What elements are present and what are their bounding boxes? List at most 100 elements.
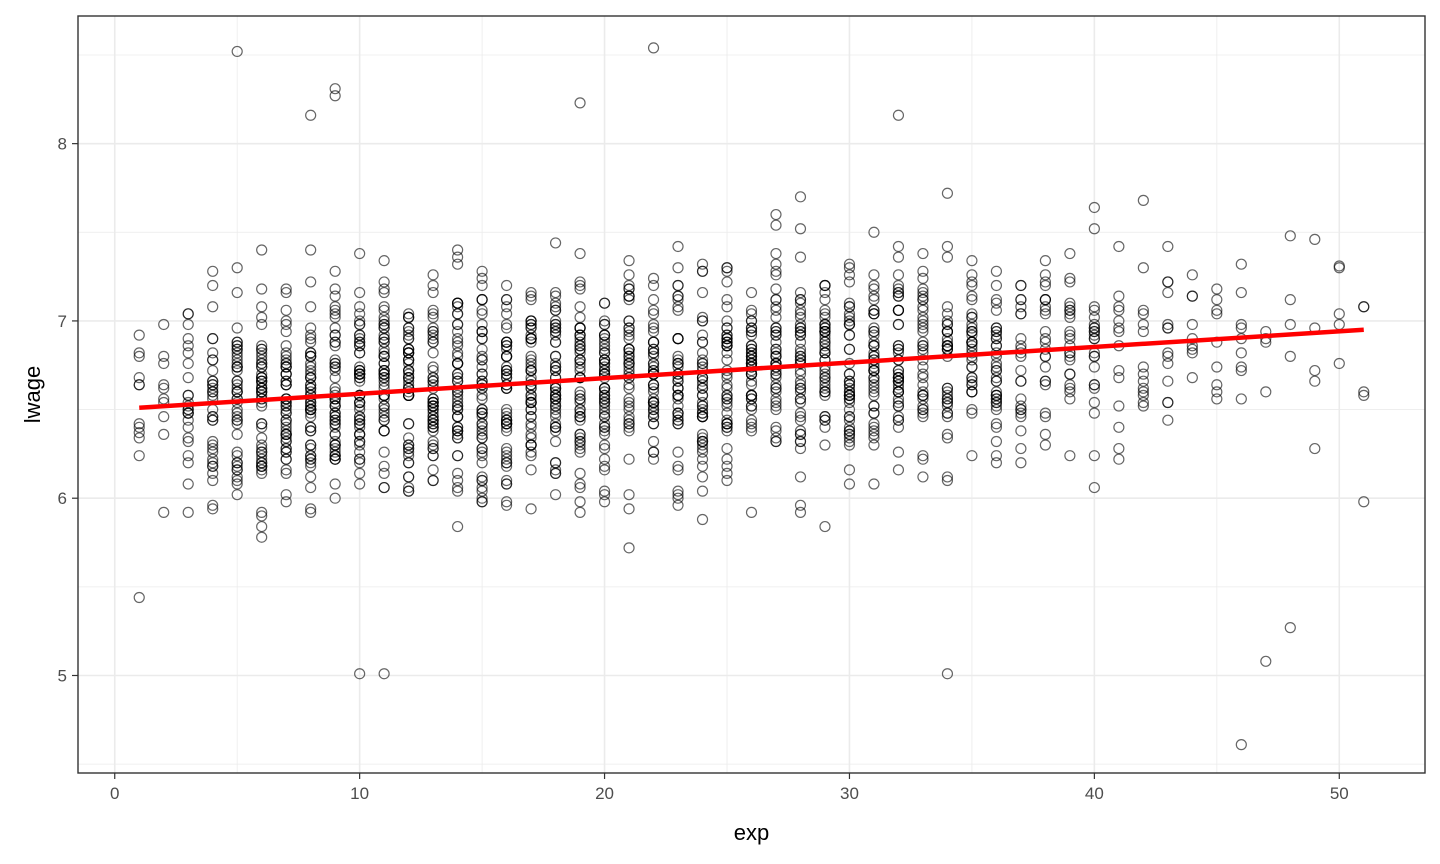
data-point bbox=[476, 481, 488, 494]
data-point bbox=[990, 435, 1003, 448]
data-point bbox=[1162, 322, 1174, 334]
data-point bbox=[525, 354, 537, 366]
data-point bbox=[917, 411, 929, 423]
data-point bbox=[1162, 350, 1174, 362]
data-point bbox=[378, 467, 390, 479]
data-point bbox=[158, 382, 170, 394]
data-point bbox=[794, 375, 807, 387]
data-point bbox=[1064, 247, 1076, 260]
data-point bbox=[598, 364, 611, 377]
data-point bbox=[941, 187, 954, 199]
data-point bbox=[1015, 403, 1027, 416]
data-point bbox=[721, 407, 733, 419]
data-point bbox=[721, 396, 733, 409]
data-point bbox=[256, 506, 268, 518]
data-point bbox=[721, 372, 733, 384]
data-point bbox=[427, 442, 439, 455]
data-point bbox=[378, 403, 390, 416]
data-point bbox=[1039, 294, 1051, 306]
x-tick-label: 50 bbox=[1330, 784, 1349, 803]
data-point bbox=[574, 354, 586, 366]
data-point bbox=[452, 368, 464, 380]
data-point bbox=[647, 411, 660, 423]
data-point bbox=[941, 251, 954, 263]
data-point bbox=[868, 336, 880, 348]
data-point bbox=[231, 403, 243, 416]
data-point bbox=[623, 396, 635, 409]
data-point bbox=[623, 421, 635, 433]
data-point bbox=[868, 364, 880, 377]
data-point bbox=[549, 403, 562, 416]
data-point bbox=[280, 315, 292, 327]
data-point bbox=[231, 354, 243, 366]
data-point bbox=[452, 450, 464, 462]
data-point bbox=[500, 499, 513, 511]
data-point bbox=[1137, 194, 1149, 206]
data-point bbox=[427, 308, 439, 320]
panel-border bbox=[77, 15, 1426, 774]
data-point bbox=[623, 354, 635, 366]
data-point bbox=[917, 315, 929, 327]
data-point bbox=[843, 382, 856, 394]
data-point bbox=[427, 364, 439, 377]
data-point bbox=[990, 357, 1003, 370]
data-point bbox=[1358, 389, 1370, 401]
data-point bbox=[819, 318, 831, 331]
data-point bbox=[745, 375, 758, 387]
data-point bbox=[305, 244, 317, 256]
data-point bbox=[476, 304, 488, 316]
data-point bbox=[354, 421, 366, 433]
data-point bbox=[794, 251, 807, 263]
data-point bbox=[354, 435, 366, 448]
data-point bbox=[843, 301, 856, 313]
data-point bbox=[1235, 361, 1247, 373]
data-point bbox=[868, 478, 880, 490]
data-point bbox=[378, 668, 390, 680]
data-point bbox=[1064, 386, 1076, 398]
data-point bbox=[354, 400, 366, 412]
data-point bbox=[256, 421, 268, 433]
data-point bbox=[305, 481, 317, 494]
data-point bbox=[549, 237, 562, 249]
data-point bbox=[500, 442, 513, 455]
data-point bbox=[794, 325, 807, 338]
data-point bbox=[770, 435, 782, 448]
data-point bbox=[1137, 389, 1149, 401]
data-point bbox=[1211, 379, 1223, 391]
data-point bbox=[721, 382, 733, 394]
data-point bbox=[794, 286, 807, 299]
data-point bbox=[305, 439, 317, 451]
data-point bbox=[1235, 322, 1247, 334]
data-point bbox=[476, 333, 488, 345]
data-point bbox=[917, 368, 929, 380]
data-point bbox=[476, 354, 488, 366]
data-point bbox=[990, 322, 1003, 334]
data-point bbox=[280, 375, 292, 387]
data-point bbox=[354, 368, 366, 380]
data-point bbox=[696, 354, 709, 366]
data-point bbox=[647, 272, 660, 284]
data-point bbox=[990, 333, 1003, 345]
data-point bbox=[452, 400, 464, 412]
data-point bbox=[623, 283, 635, 295]
data-point bbox=[990, 375, 1003, 387]
data-point bbox=[476, 389, 488, 401]
data-point bbox=[354, 364, 366, 377]
data-point bbox=[476, 492, 488, 504]
data-point bbox=[549, 329, 562, 341]
data-point bbox=[574, 311, 586, 323]
data-point bbox=[966, 318, 978, 331]
data-point bbox=[623, 329, 635, 341]
data-point bbox=[207, 474, 219, 487]
data-point bbox=[819, 340, 831, 352]
data-point bbox=[1015, 411, 1027, 423]
data-point bbox=[354, 411, 366, 423]
data-point bbox=[158, 379, 170, 391]
data-point bbox=[207, 460, 219, 472]
data-point bbox=[207, 435, 219, 448]
data-point bbox=[598, 329, 611, 341]
data-point bbox=[892, 109, 905, 121]
data-point bbox=[476, 368, 488, 380]
data-point bbox=[794, 347, 807, 359]
data-point bbox=[1064, 272, 1076, 284]
